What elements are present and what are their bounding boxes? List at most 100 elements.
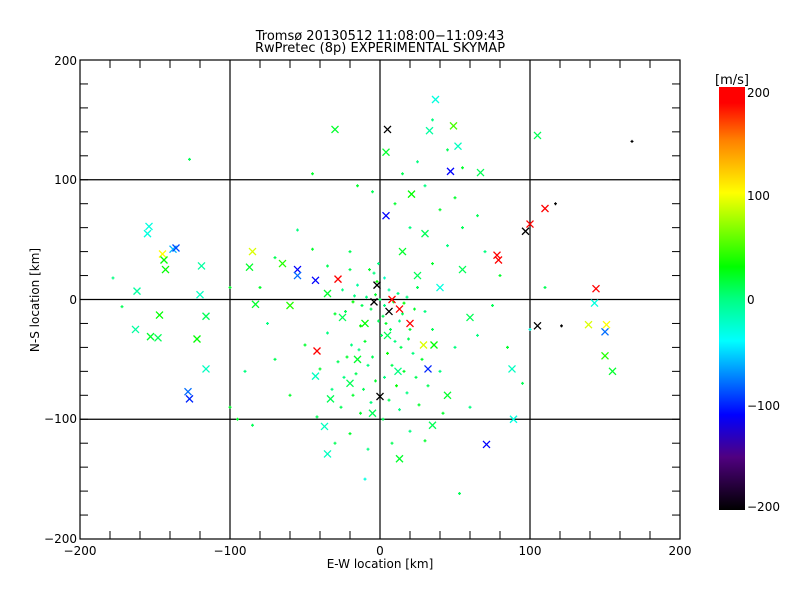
dot-marker: [405, 295, 409, 299]
dot-marker: [311, 247, 314, 251]
cross-marker: [286, 301, 294, 310]
cross-marker: [419, 341, 428, 349]
dot-marker: [377, 262, 380, 266]
colorbar-tick: 200: [747, 86, 770, 100]
dot-marker: [461, 166, 464, 170]
dot-marker: [243, 369, 247, 373]
dot-marker: [188, 157, 191, 161]
dot-marker: [366, 447, 370, 451]
dot-marker: [366, 363, 370, 367]
dot-marker: [438, 208, 442, 212]
dot-marker: [431, 327, 434, 331]
dot-marker: [398, 408, 401, 412]
dot-marker: [236, 417, 239, 421]
cross-marker: [323, 289, 332, 298]
colorbar-label: [m/s]: [715, 73, 749, 88]
cross-marker: [197, 262, 206, 270]
dot-marker: [296, 228, 299, 232]
data-points: [111, 95, 634, 495]
dot-marker: [374, 293, 377, 297]
dot-marker: [336, 360, 340, 364]
dot-marker: [476, 214, 479, 218]
dot-marker: [383, 375, 386, 379]
dot-marker: [375, 280, 379, 284]
cross-marker: [394, 367, 402, 376]
dot-marker: [384, 321, 388, 325]
cross-marker: [353, 355, 362, 364]
cross-marker: [245, 263, 254, 272]
cross-marker: [443, 391, 452, 400]
dot-marker: [414, 375, 418, 379]
dot-marker: [483, 250, 487, 254]
cross-marker: [602, 320, 611, 329]
dot-marker: [318, 367, 322, 371]
cross-marker: [185, 394, 194, 403]
ytick-label: 0: [69, 293, 77, 307]
chart-subtitle: RwPretec (8p) EXPERIMENTAL SKYMAP: [255, 41, 505, 56]
dot-marker: [363, 477, 367, 481]
cross-marker: [368, 409, 377, 418]
cross-marker: [407, 190, 416, 199]
cross-marker: [533, 131, 542, 140]
cross-marker: [202, 312, 210, 321]
xtick-label: 100: [519, 544, 542, 558]
colorbar: [719, 87, 745, 510]
cross-marker: [278, 259, 287, 268]
dot-marker: [453, 196, 457, 200]
ytick-label: −200: [44, 532, 77, 546]
dot-marker: [407, 337, 410, 341]
dot-marker: [273, 357, 277, 361]
cross-marker: [293, 271, 302, 280]
cross-marker: [466, 313, 474, 322]
dot-marker: [420, 357, 424, 361]
dot-marker: [333, 312, 337, 316]
dot-marker: [381, 314, 385, 318]
dot-marker: [251, 423, 254, 427]
dot-marker: [491, 303, 494, 307]
dot-marker: [359, 324, 362, 328]
dot-marker: [380, 333, 383, 337]
cross-marker: [293, 265, 302, 274]
dot-marker: [368, 268, 371, 272]
cross-marker: [385, 307, 393, 316]
dot-marker: [357, 348, 361, 352]
dot-marker: [228, 286, 232, 290]
cross-marker: [398, 247, 407, 256]
cross-marker: [608, 367, 617, 376]
dot-marker: [416, 160, 419, 164]
cross-marker: [533, 321, 542, 330]
dot-marker: [554, 202, 557, 206]
dot-marker: [408, 429, 412, 433]
dot-marker: [369, 400, 373, 404]
dot-marker: [371, 190, 374, 194]
dot-marker: [408, 327, 412, 331]
dot-marker: [426, 384, 430, 388]
dot-marker: [330, 387, 334, 391]
cross-marker: [161, 265, 170, 274]
dot-marker: [354, 372, 358, 376]
dot-marker: [111, 276, 115, 280]
xtick-label: −200: [64, 544, 97, 558]
cross-marker: [311, 276, 320, 285]
dot-marker: [441, 411, 445, 415]
dot-marker: [423, 184, 427, 188]
dot-marker: [417, 403, 421, 407]
dot-marker: [360, 303, 364, 307]
dot-marker: [288, 393, 292, 397]
cross-marker: [592, 284, 600, 293]
cross-marker: [388, 295, 396, 304]
cross-marker: [383, 331, 392, 340]
dot-marker: [348, 268, 352, 272]
dot-marker: [351, 393, 355, 397]
cross-marker: [370, 297, 378, 306]
dot-marker: [390, 441, 394, 445]
cross-marker: [155, 311, 164, 320]
cross-marker: [493, 251, 501, 260]
dot-marker: [431, 118, 434, 122]
cross-marker: [193, 335, 201, 343]
cross-marker: [428, 421, 437, 430]
xtick-label: −100: [214, 544, 247, 558]
ytick-label: 200: [54, 54, 77, 68]
dot-marker: [348, 250, 352, 254]
dot-marker: [446, 244, 449, 248]
